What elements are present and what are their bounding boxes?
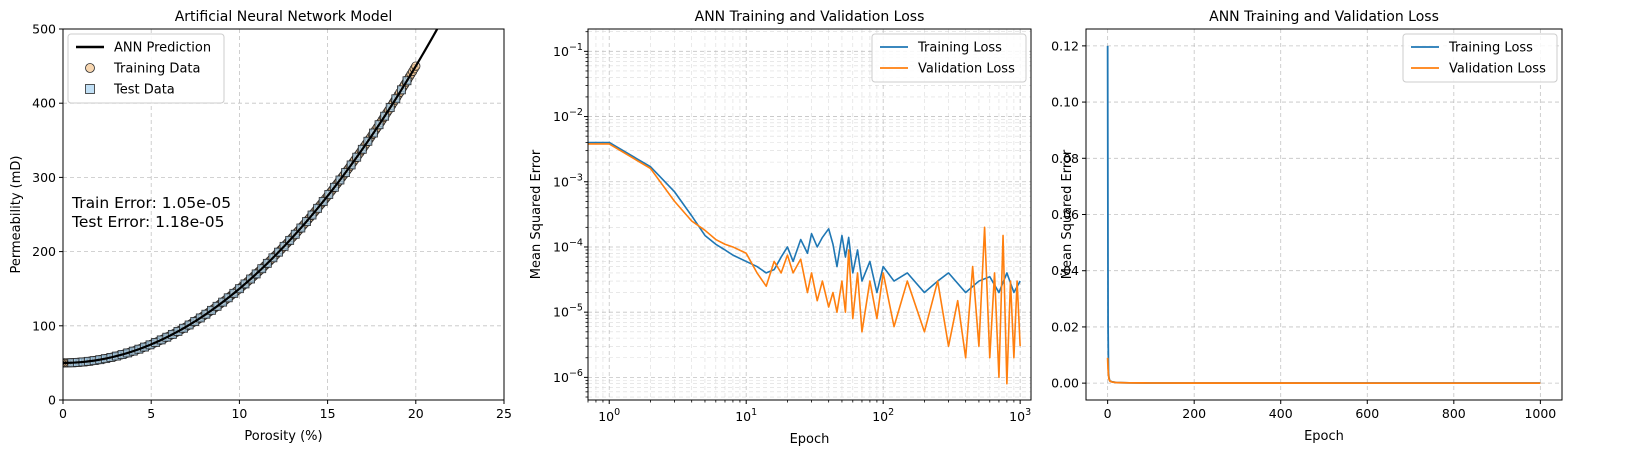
loglog-loss-chart: ANN Training and Validation Loss Epoch M…: [529, 9, 1032, 447]
y-tick-label: 100: [32, 318, 56, 333]
legend-label: Training Data: [113, 62, 200, 77]
legend-swatch: [85, 63, 95, 73]
y-tick-label: 400: [32, 96, 56, 111]
loss-lines: [588, 141, 1021, 385]
legend-label: Validation Loss: [1449, 62, 1546, 77]
x-axis-label: Epoch: [1304, 429, 1344, 444]
prediction-line: [63, 29, 439, 364]
y-tick-label: 500: [32, 22, 56, 37]
training-loss-line: [588, 141, 1021, 294]
y-tick-label: 0.06: [1051, 207, 1079, 222]
data-points: [63, 29, 439, 368]
x-tick-label: 600: [1355, 406, 1379, 421]
legend-frame: [67, 33, 225, 104]
legend-frame: [871, 33, 1027, 83]
y-tick-label: 10−6: [553, 368, 583, 385]
x-tick-label: 800: [1442, 406, 1466, 421]
legend-label: Test Data: [113, 83, 175, 98]
x-tick-label: 10: [231, 406, 247, 421]
validation-loss-line: [1106, 357, 1541, 385]
x-tick-label: 15: [320, 406, 336, 421]
legend-label: ANN Prediction: [114, 41, 211, 56]
x-tick-label: 101: [735, 407, 757, 424]
y-tick-label: 10−1: [553, 42, 583, 59]
legend-swatch: [85, 84, 95, 94]
y-axis-label: Mean Squared Error: [1060, 149, 1075, 279]
y-axis-label: Permeability (mD): [9, 156, 24, 274]
chart-title: ANN Training and Validation Loss: [695, 9, 925, 25]
y-tick-label: 0.02: [1051, 319, 1079, 334]
y-tick-label: 300: [32, 170, 56, 185]
chart-title: ANN Training and Validation Loss: [1209, 9, 1439, 25]
test-error-annotation: Test Error: 1.18e-05: [71, 213, 224, 231]
y-tick-label: 0.00: [1051, 376, 1079, 391]
x-tick-label: 0: [59, 406, 67, 421]
x-axis-label: Epoch: [790, 432, 830, 447]
y-tick-label: 200: [32, 244, 56, 259]
x-tick-label: 100: [598, 407, 620, 424]
x-tick-label: 200: [1182, 406, 1206, 421]
legend-label: Validation Loss: [918, 62, 1015, 77]
plot-frame: [1085, 28, 1563, 401]
linear-loss-chart: ANN Training and Validation Loss Epoch M…: [1051, 9, 1563, 444]
chart-title: Artificial Neural Network Model: [175, 9, 393, 25]
x-axis-label: Porosity (%): [244, 429, 322, 444]
plot-frame: [62, 28, 505, 401]
permeability-model-chart: Artificial Neural Network Model Porosity…: [9, 9, 512, 444]
y-tick-label: 0.04: [1051, 263, 1079, 278]
plot-frame: [587, 28, 1032, 401]
x-tick-label: 20: [408, 406, 424, 421]
legend-label: Training Loss: [917, 41, 1002, 56]
x-tick-label: 0: [1104, 406, 1112, 421]
y-tick-label: 0.10: [1051, 95, 1079, 110]
legend-label: Training Loss: [1448, 41, 1533, 56]
x-tick-label: 5: [147, 406, 155, 421]
x-tick-label: 400: [1269, 406, 1293, 421]
y-tick-label: 10−4: [553, 237, 583, 254]
legend: ANN Prediction Training Data Test Data: [67, 33, 225, 104]
legend: Training Loss Validation Loss: [1402, 33, 1558, 83]
y-tick-label: 10−5: [553, 303, 583, 320]
train-error-annotation: Train Error: 1.05e-05: [71, 194, 231, 212]
x-tick-label: 102: [872, 407, 894, 424]
y-axis-label: Mean Squared Error: [529, 149, 544, 279]
y-tick-label: 0: [48, 393, 56, 408]
y-tick-label: 10−3: [553, 172, 583, 189]
y-tick-label: 0.12: [1051, 38, 1079, 53]
x-tick-label: 1000: [1524, 406, 1556, 421]
x-tick-label: 103: [1009, 407, 1031, 424]
legend-frame: [1402, 33, 1558, 83]
y-tick-label: 0.08: [1051, 151, 1079, 166]
x-tick-label: 25: [496, 406, 512, 421]
validation-loss-line: [588, 143, 1021, 385]
y-tick-label: 10−2: [553, 107, 583, 124]
legend: Training Loss Validation Loss: [871, 33, 1027, 83]
